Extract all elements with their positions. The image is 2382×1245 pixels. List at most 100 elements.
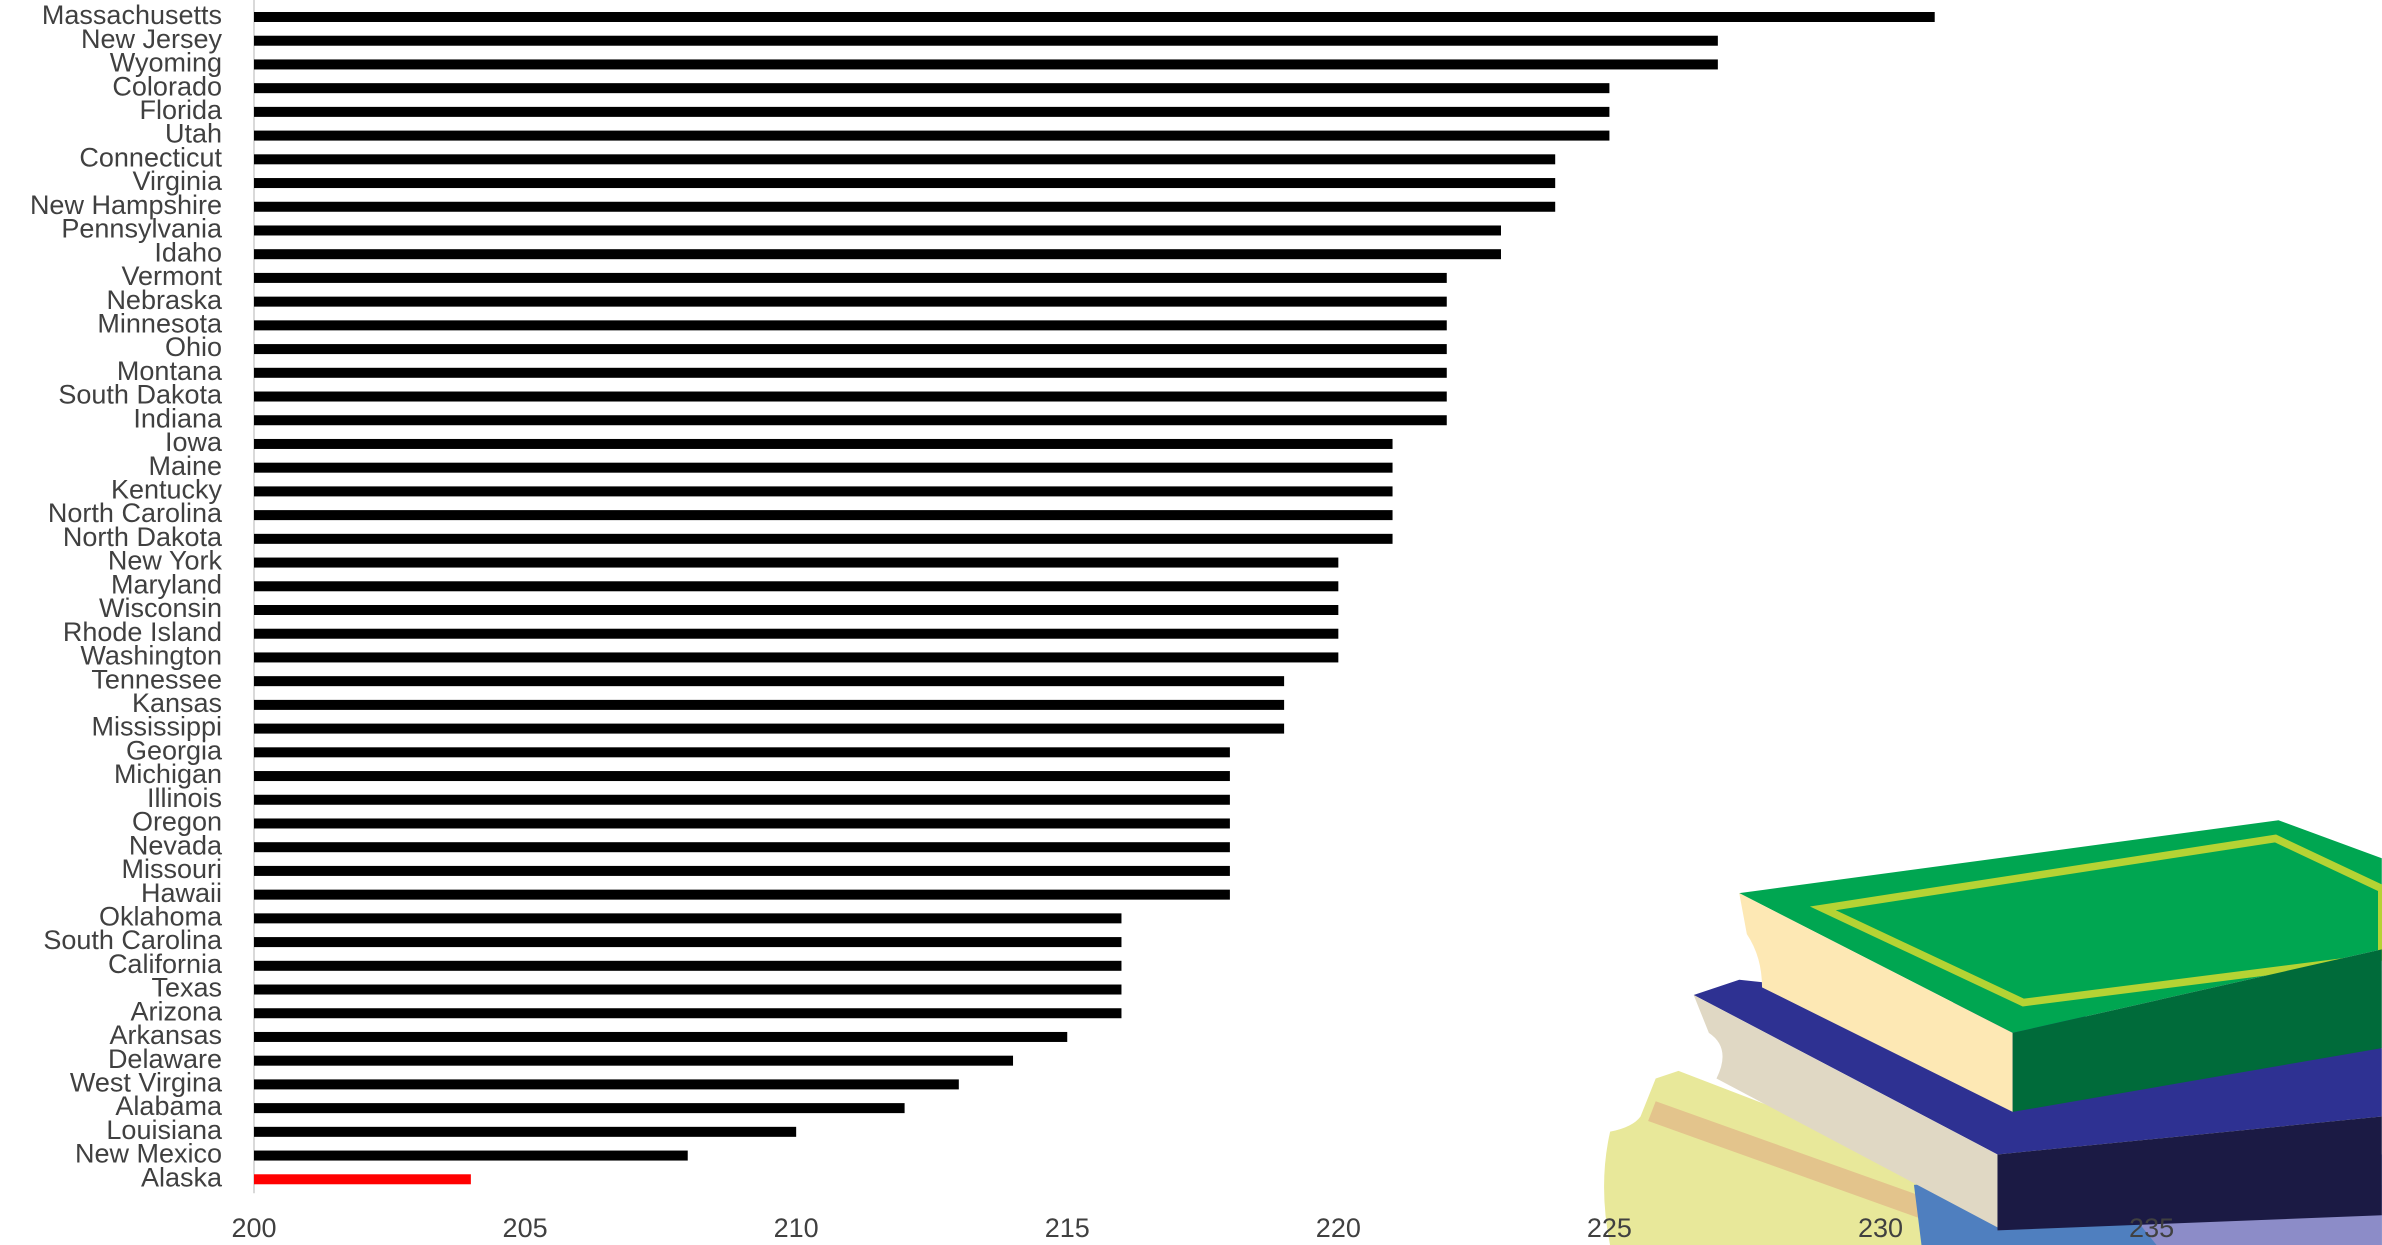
y-tick-label: Wyoming [110,48,222,78]
y-tick-label: Nebraska [106,285,223,315]
y-tick-label: Nevada [129,830,223,860]
y-tick-label: North Dakota [63,522,223,552]
x-tick-label: 225 [1587,1213,1632,1243]
bar [254,533,1393,544]
bar [254,1103,905,1114]
y-tick-label: New York [108,546,223,576]
y-tick-label: Arizona [130,996,223,1026]
bar [254,367,1447,378]
bar [254,557,1339,568]
y-tick-label: Kentucky [111,475,223,505]
bar [254,415,1447,426]
y-tick-label: Indiana [133,403,223,433]
y-tick-label: Florida [139,95,223,125]
bar [254,771,1230,782]
y-tick-label: South Carolina [43,925,223,955]
x-tick-label: 215 [1045,1213,1090,1243]
y-tick-label: Alaska [141,1162,223,1192]
bar [254,296,1447,307]
bar [254,1008,1122,1019]
bar [254,462,1393,473]
x-tick-label: 205 [503,1213,548,1243]
y-tick-label: Oklahoma [99,901,223,931]
bar [254,747,1230,758]
y-tick-label: Arkansas [109,1020,222,1050]
x-tick-label: 210 [774,1213,819,1243]
bar [254,652,1339,663]
y-tick-label: Missouri [121,854,222,884]
y-tick-label: West Virgina [70,1068,223,1098]
bar [254,225,1501,236]
y-tick-label: Louisiana [106,1115,223,1145]
bar [254,178,1556,189]
bar [254,486,1393,497]
y-tick-label: Maryland [111,569,222,599]
bar [254,154,1556,165]
bar [254,699,1285,710]
bar [254,818,1230,829]
books-illustration [1604,820,2382,1245]
y-tick-label: North Carolina [48,498,223,528]
bar [254,1126,797,1137]
y-tick-label: Rhode Island [63,617,222,647]
bar [254,676,1285,687]
bar [254,865,1230,876]
y-tick-label: Maine [148,451,222,481]
bar [254,320,1447,331]
bar [254,130,1610,141]
y-tick-label: New Mexico [75,1139,222,1169]
bar [254,249,1501,260]
y-tick-label: Ohio [165,332,222,362]
y-tick-label: Minnesota [97,308,223,338]
y-tick-label: Pennsylvania [61,214,223,244]
bar [254,628,1339,639]
x-tick-label: 220 [1316,1213,1361,1243]
bar [254,83,1610,94]
y-tick-label: New Jersey [81,24,223,54]
y-tick-label: Oregon [132,807,222,837]
bar [254,344,1447,355]
bar [254,984,1122,995]
y-tick-label: Delaware [108,1044,222,1074]
bar [254,1031,1068,1042]
bar [254,12,1935,22]
bar [254,605,1339,615]
y-tick-label: Utah [165,119,222,149]
x-tick-label: 230 [1858,1213,1903,1243]
bar [254,937,1122,948]
y-tick-label: Texas [151,973,222,1003]
bar [254,1174,471,1185]
y-tick-label: Mississippi [91,712,222,742]
y-tick-label: New Hampshire [30,190,222,220]
bar [254,1079,959,1090]
bar [254,723,1285,734]
y-tick-label: Virginia [132,166,223,196]
y-tick-label: Vermont [121,261,222,291]
y-tick-label: Illinois [147,783,222,813]
bar [254,106,1610,117]
y-tick-label: Montana [117,356,223,386]
y-tick-label: Colorado [112,71,222,101]
bar [254,581,1339,592]
bar [254,201,1556,212]
y-tick-label: Connecticut [79,142,222,172]
y-tick-label: Massachusetts [42,0,222,30]
bar [254,35,1718,46]
y-tick-label: Kansas [132,688,222,718]
bar [254,510,1393,521]
y-tick-label: Tennessee [91,664,222,694]
bar [254,842,1230,853]
bar [254,391,1447,402]
y-tick-label: Washington [80,641,222,671]
y-tick-label: Alabama [115,1091,223,1121]
bar [254,889,1230,900]
y-tick-label: Georgia [126,735,223,765]
y-tick-label: Michigan [114,759,222,789]
x-tick-label: 200 [231,1213,276,1243]
y-tick-label: Wisconsin [99,593,222,623]
x-tick-label: 235 [2129,1213,2174,1243]
bar [254,1055,1014,1066]
bar [254,1150,688,1161]
